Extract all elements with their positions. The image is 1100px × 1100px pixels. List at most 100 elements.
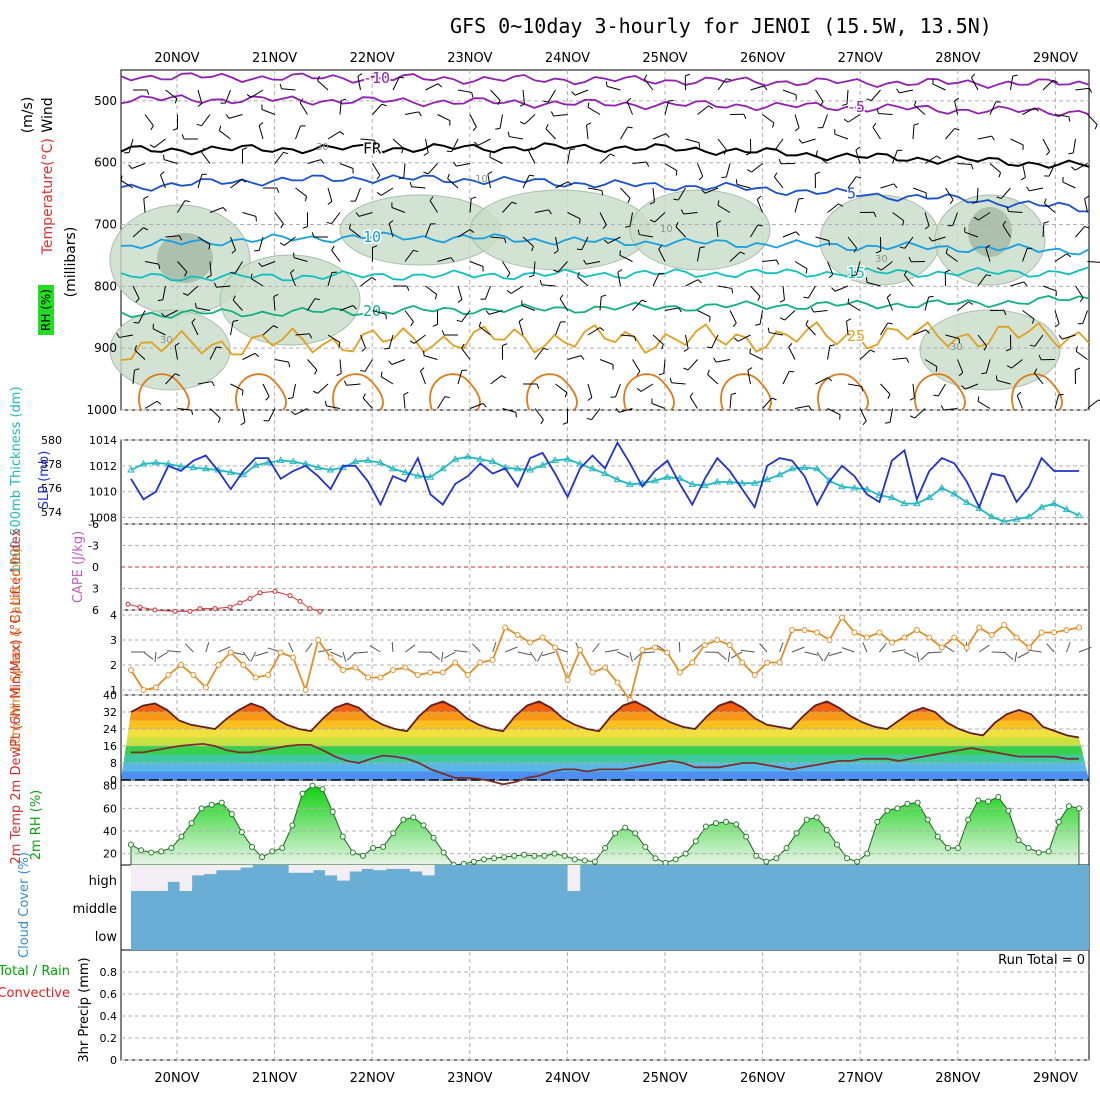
lifted-index-point <box>137 604 143 610</box>
surface-wind-barb <box>492 642 497 653</box>
wind-barb <box>206 274 212 279</box>
cloud-clear-cell <box>337 865 350 881</box>
wind-barb <box>485 310 490 315</box>
thickness-line-point <box>1062 505 1071 513</box>
rh-point <box>410 814 417 821</box>
wind-barb <box>177 200 186 213</box>
wind-barb <box>1010 281 1025 287</box>
rh-point <box>864 850 871 857</box>
wind-barb <box>230 383 244 391</box>
wind-tick-label: 2 <box>110 659 117 672</box>
wind-barb <box>162 285 166 300</box>
wind-barb <box>838 203 844 207</box>
wind-barb <box>755 323 761 326</box>
cloud-clear-cell <box>179 865 193 891</box>
date-label-top: 21NOV <box>252 51 297 66</box>
wind-barb <box>562 422 568 425</box>
wind-barb <box>788 346 796 360</box>
wind-barb <box>518 318 524 322</box>
wind-barb <box>547 89 556 103</box>
wind-barb <box>425 83 439 91</box>
wind-barb <box>1043 198 1047 204</box>
wind-barb <box>902 220 905 226</box>
lifted-index-point <box>212 606 218 612</box>
wind-barb <box>1002 220 1007 226</box>
temp-band <box>121 737 1089 746</box>
wind-barb <box>678 307 682 313</box>
wind-barb <box>713 357 717 363</box>
wind-barb <box>317 80 329 91</box>
wind-barb <box>957 163 972 165</box>
surface-wind-barb <box>640 651 655 654</box>
wind-barb <box>165 235 180 238</box>
wind-barb <box>815 377 829 385</box>
cloud-row-label: high <box>89 874 117 889</box>
thickness-line-point <box>488 457 497 465</box>
wind-barb <box>557 261 568 273</box>
rh-point <box>470 858 477 865</box>
wind-barb <box>190 409 194 415</box>
wind-barb <box>217 417 221 423</box>
contour-label-10: 10 <box>363 228 381 246</box>
wind-barb <box>1087 261 1100 263</box>
rh-point <box>238 829 245 836</box>
wind-barb <box>502 408 517 413</box>
date-label-bottom: 20NOV <box>154 1071 199 1086</box>
wind-barb <box>794 114 800 129</box>
thickness-line-point <box>725 478 734 485</box>
wind-barb <box>357 76 361 91</box>
wind-barb <box>815 154 828 164</box>
wind-barb <box>242 212 257 217</box>
wind-barb <box>847 114 861 123</box>
contour-label-25: 25 <box>847 327 865 345</box>
temp-tick-label: 40 <box>103 689 117 702</box>
wind-barb <box>626 101 633 115</box>
wind-barb <box>697 279 703 284</box>
wind-barb <box>473 141 479 146</box>
wind-barb <box>327 131 341 140</box>
wind-barb <box>553 114 568 117</box>
wind-barb <box>437 257 452 262</box>
wind-barb <box>327 334 341 343</box>
cloud-clear-cell <box>215 865 229 871</box>
wind-barb <box>178 235 183 241</box>
wind-barb <box>339 305 354 311</box>
wind-barb <box>707 374 719 385</box>
wind-barb <box>627 198 631 203</box>
wind-barb <box>144 400 158 409</box>
contour-15 <box>120 266 1090 282</box>
wind-barb <box>1010 138 1024 146</box>
wind-barb <box>971 73 976 78</box>
temp-band <box>121 701 1089 704</box>
wind-barb <box>652 133 667 140</box>
wind-barb <box>327 272 333 287</box>
wind-barb <box>242 147 248 150</box>
date-label-bottom: 23NOV <box>447 1071 492 1086</box>
wind-barb <box>263 419 269 422</box>
wind-barb <box>381 103 387 107</box>
date-label-top: 28NOV <box>935 51 980 66</box>
wind-barb <box>490 236 505 239</box>
wind-barb <box>128 138 134 153</box>
wind-barb <box>150 125 154 131</box>
thickness-line-point <box>626 480 634 487</box>
wind-barb <box>865 277 868 283</box>
wind-barb <box>208 244 211 250</box>
wind-barb <box>780 317 785 321</box>
wind-barb <box>447 173 450 179</box>
pressure-tick-label: 1000 <box>86 403 117 417</box>
rh-point <box>612 830 619 837</box>
wind-barb <box>876 267 882 271</box>
wind-barb <box>360 369 366 372</box>
wind-barb <box>222 207 227 212</box>
wind-barb <box>404 310 414 322</box>
wind-barb <box>889 408 893 423</box>
wind-barb <box>1003 310 1007 316</box>
rh-point <box>1076 805 1082 812</box>
wind-barb <box>163 159 178 164</box>
wind-speed-line-point <box>302 687 309 693</box>
wind-barb <box>1074 163 1088 171</box>
wind-barb <box>174 345 178 360</box>
wind-barb <box>1087 114 1098 125</box>
surface-wind-barb <box>759 643 768 653</box>
